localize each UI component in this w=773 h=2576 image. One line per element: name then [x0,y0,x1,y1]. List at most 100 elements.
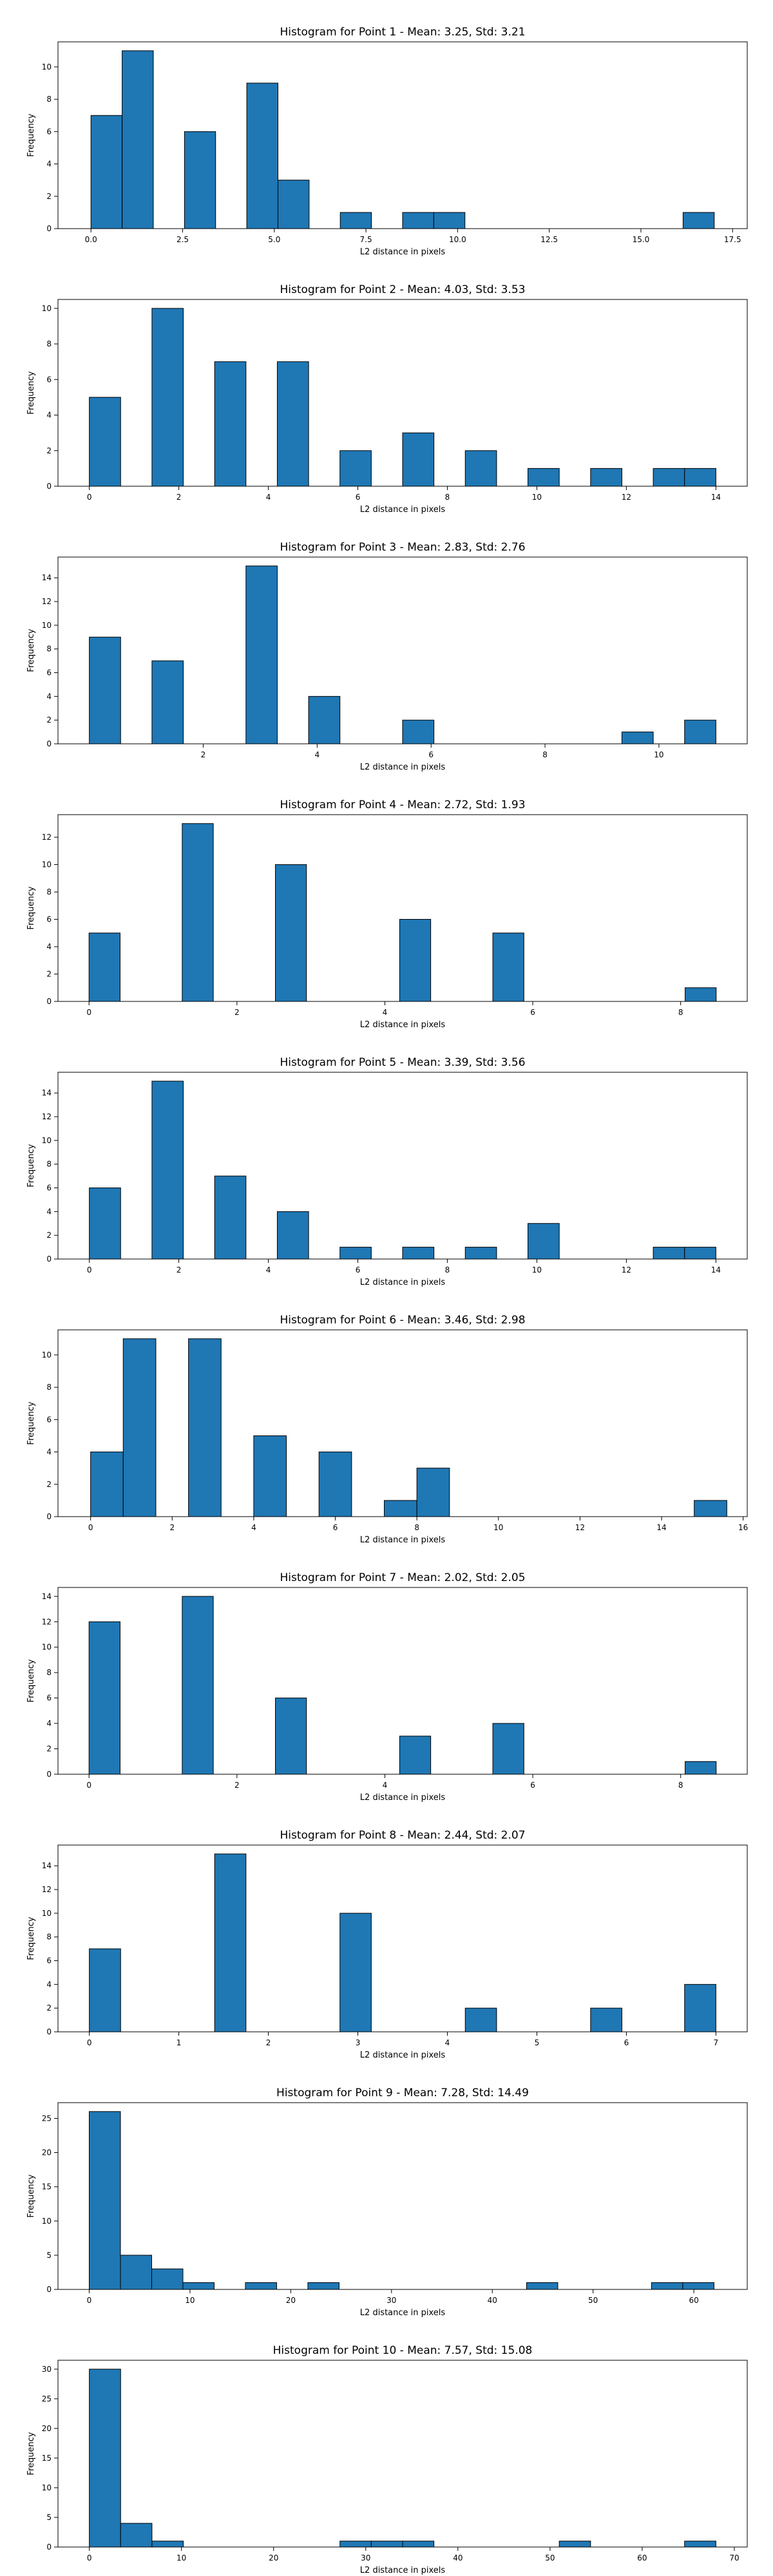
y-tick-label: 10 [42,2483,52,2492]
x-tick-label: 8 [678,1781,683,1790]
y-tick-label: 6 [46,1694,52,1703]
x-tick-label: 10 [185,2296,195,2305]
histogram-bar [276,361,309,487]
x-tick-label: 1 [177,2038,182,2047]
x-tick-label: 2 [266,2038,271,2047]
histogram-bar [621,732,654,744]
histogram-panel-5: Histogram for Point 5 - Mean: 3.39, Std:… [26,1056,748,1287]
y-tick-label: 8 [46,339,52,348]
histogram-bar [416,1468,450,1517]
y-axis-label: Frequency [26,1659,36,1702]
histogram-panel-10: Histogram for Point 10 - Mean: 7.57, Std… [26,2344,748,2575]
x-tick-label: 12 [622,493,631,502]
histogram-bar [151,660,184,744]
histogram-bar [685,1761,717,1775]
histogram-bar [339,1247,372,1260]
histogram-bar [339,212,372,229]
histogram-bar [339,2541,372,2548]
x-tick-label: 4 [266,493,271,502]
y-tick-label: 5 [46,2513,52,2522]
x-tick-label: 16 [738,1523,748,1532]
x-tick-label: 0 [87,493,92,502]
histogram-bar [528,468,560,487]
histogram-bar [558,2541,591,2548]
x-tick-label: 5.0 [268,235,280,244]
y-tick-label: 4 [46,1980,52,1989]
x-tick-label: 7.5 [360,235,372,244]
histogram-bar [684,2541,716,2548]
y-tick-label: 2 [46,970,52,979]
histogram-bar [399,919,432,1002]
x-tick-label: 8 [542,750,548,759]
y-tick-label: 14 [42,1592,52,1601]
y-tick-label: 15 [42,2183,52,2192]
y-tick-label: 10 [42,1643,52,1652]
y-tick-label: 10 [42,1350,52,1359]
histogram-bar [275,864,307,1002]
y-tick-label: 0 [46,2543,52,2552]
y-tick-label: 10 [42,1909,52,1918]
x-tick-label: 0 [86,1008,91,1017]
y-tick-label: 20 [42,2148,52,2157]
histogram-bar [275,1698,307,1775]
y-tick-label: 6 [46,375,52,384]
histogram-bar [653,468,685,487]
histogram-bar [464,2007,497,2032]
x-tick-label: 30 [361,2553,370,2562]
histogram-bar [88,2111,121,2290]
chart-title: Histogram for Point 1 - Mean: 3.25, Std:… [280,26,525,39]
histogram-panel-1: Histogram for Point 1 - Mean: 3.25, Std:… [26,26,748,257]
histogram-panel-4: Histogram for Point 4 - Mean: 2.72, Std:… [26,799,748,1030]
y-tick-label: 0 [46,1770,52,1779]
histogram-bar [151,1081,184,1260]
x-tick-label: 6 [356,493,361,502]
y-tick-label: 0 [46,997,52,1006]
histogram-bar [308,696,341,744]
histogram-panel-6: Histogram for Point 6 - Mean: 3.46, Std:… [26,1314,748,1545]
x-tick-label: 10 [177,2553,186,2562]
chart-title: Histogram for Point 7 - Mean: 2.02, Std:… [280,1571,525,1584]
histogram-bar [188,1338,222,1517]
y-tick-label: 2 [46,446,52,455]
histogram-bar [184,131,216,229]
histogram-bar [339,450,372,487]
x-tick-label: 40 [453,2553,463,2562]
histogram-bar [339,1913,372,2032]
x-tick-label: 12 [575,1523,585,1532]
y-tick-label: 14 [42,573,52,582]
y-tick-label: 4 [46,1448,52,1457]
histogram-panel-3: Histogram for Point 3 - Mean: 2.83, Std:… [26,541,748,772]
y-tick-label: 10 [42,860,52,869]
histogram-bar [120,2523,153,2548]
chart-title: Histogram for Point 8 - Mean: 2.44, Std:… [280,1829,525,1842]
x-tick-label: 2 [177,493,182,502]
y-tick-label: 0 [46,224,52,233]
histogram-bar [685,987,717,1002]
x-tick-label: 6 [530,1008,535,1017]
y-tick-label: 12 [42,1617,52,1626]
x-tick-label: 10 [532,493,542,502]
x-axis-label: L2 distance in pixels [360,1535,446,1545]
histogram-bar [182,2282,215,2290]
y-tick-label: 6 [46,1184,52,1193]
histogram-bar [151,2268,184,2290]
histogram-bar [433,212,466,229]
plot-frame [57,2102,748,2290]
x-tick-label: 20 [269,2553,278,2562]
histogram-bar [528,1223,560,1260]
histogram-bar [245,2282,277,2290]
x-tick-label: 2 [234,1781,240,1790]
histogram-bar [88,933,120,1002]
histogram-panel-9: Histogram for Point 9 - Mean: 7.28, Std:… [26,2087,748,2318]
y-tick-label: 4 [46,692,52,701]
histogram-bar [88,1621,120,1775]
histogram-bar [182,1596,214,1775]
x-tick-label: 14 [656,1523,666,1532]
x-tick-label: 2 [201,750,206,759]
histogram-bar [370,2541,403,2548]
plot-frame [57,814,748,1002]
plot-frame [57,1329,748,1517]
histogram-bar [151,308,184,487]
histogram-bar [89,2369,121,2548]
